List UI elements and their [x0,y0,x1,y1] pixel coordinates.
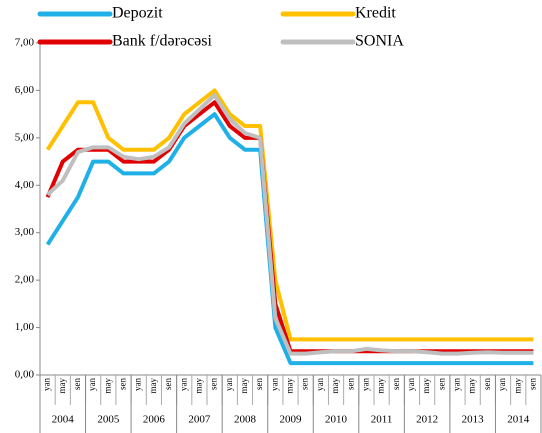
y-tick-label: 1,00 [15,321,35,333]
year-label: 2007 [188,414,211,426]
x-tick-label: sen [391,378,401,390]
x-tick-label: yan [87,378,97,391]
x-tick-label: yan [406,378,416,391]
year-label: 2006 [143,414,166,426]
x-tick-label: may [512,378,522,394]
legend-label: Kredit [355,5,396,22]
y-tick-label: 6,00 [15,84,35,96]
x-tick-label: sen [209,378,219,390]
series-line [45,100,534,354]
x-tick-label: yan [178,378,188,391]
x-tick-label: may [330,378,340,394]
x-tick-label: may [102,378,112,394]
year-label: 2012 [416,414,438,426]
x-tick-label: sen [72,378,82,390]
x-tick-label: sen [118,378,128,390]
x-tick-label: may [376,378,386,394]
x-tick-label: may [57,378,67,394]
y-tick-label: 7,00 [15,37,35,49]
x-tick-label: yan [452,378,462,391]
x-tick-label: may [148,378,158,394]
y-tick-label: 5,00 [15,131,35,143]
year-label: 2009 [280,414,303,426]
x-tick-label: may [193,378,203,394]
x-tick-label: sen [300,378,310,390]
x-tick-label: sen [254,378,264,390]
x-tick-label: yan [497,378,507,391]
series-line [45,88,534,342]
legend-label: SONIA [355,33,404,50]
y-tick-label: 2,00 [15,274,35,286]
year-label: 2005 [97,414,120,426]
year-label: 2008 [234,414,257,426]
legend-label: Depozit [112,5,163,22]
year-label: 2014 [507,414,530,426]
series-line [46,93,534,356]
x-tick-label: may [421,378,431,394]
x-tick-label: yan [269,378,279,391]
x-tick-label: may [239,378,249,394]
x-tick-label: yan [133,378,143,391]
x-tick-label: may [285,378,295,394]
y-tick-label: 3,00 [15,226,35,238]
x-tick-label: yan [315,378,325,391]
x-tick-label: sen [436,378,446,390]
x-tick-label: may [467,378,477,394]
y-tick-label: 4,00 [15,179,35,191]
year-label: 2004 [52,414,75,426]
series-line [45,112,534,366]
x-tick-label: yan [224,378,234,391]
x-tick-label: sen [163,378,173,390]
x-tick-label: yan [42,378,52,391]
year-label: 2011 [371,414,393,426]
x-tick-label: yan [360,378,370,391]
x-tick-label: sen [527,378,537,390]
legend-label: Bank f/dərəcəsi [112,33,213,50]
year-label: 2010 [325,414,348,426]
year-label: 2013 [462,414,485,426]
y-tick-label: 0,00 [15,369,35,381]
x-tick-label: sen [345,378,355,390]
x-tick-label: sen [482,378,492,390]
